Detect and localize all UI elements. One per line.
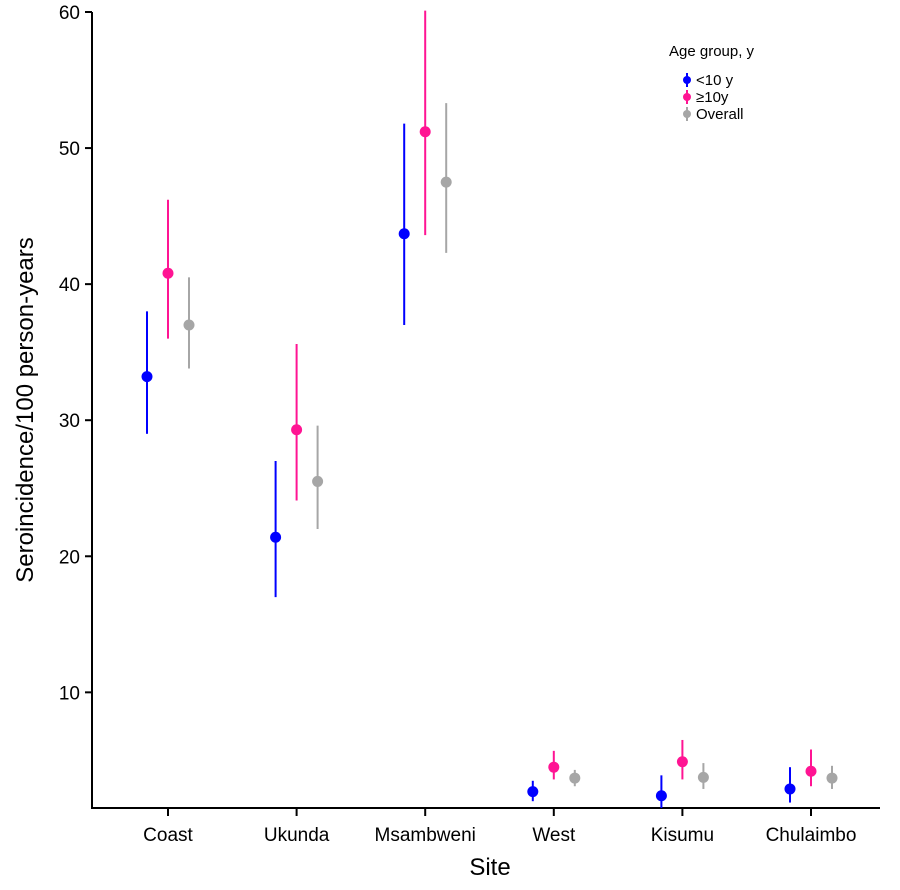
x-axis-label: Site [469, 854, 510, 881]
x-tick-label: West [532, 825, 576, 846]
data-point [419, 126, 431, 138]
legend-marker [683, 76, 691, 84]
data-point [784, 783, 796, 795]
data-point [826, 772, 838, 784]
data-point [183, 319, 195, 331]
legend-label: Overall [696, 106, 744, 123]
data-point [162, 267, 174, 279]
data-point [655, 790, 667, 802]
y-axis-label: Seroincidence/100 person-years [12, 237, 39, 583]
x-tick-label: Ukunda [264, 825, 330, 846]
legend-title: Age group, y [669, 43, 755, 60]
y-tick-label: 30 [59, 411, 80, 432]
y-tick-label: 50 [59, 139, 80, 160]
x-tick-label: Kisumu [651, 825, 714, 846]
data-point [676, 756, 688, 768]
data-point [270, 531, 282, 543]
data-point [291, 424, 303, 436]
y-tick-label: 20 [59, 547, 80, 568]
data-point [398, 228, 410, 240]
data-point [697, 771, 709, 783]
data-point [805, 765, 817, 777]
legend-marker [683, 93, 691, 101]
y-tick-label: 40 [59, 275, 80, 296]
data-point [141, 371, 153, 383]
x-tick-label: Coast [143, 825, 193, 846]
x-tick-label: Msambweni [375, 825, 476, 846]
y-tick-label: 60 [59, 3, 80, 24]
x-tick-label: Chulaimbo [766, 825, 857, 846]
data-point [312, 475, 324, 487]
legend-label: ≥10y [696, 89, 729, 106]
data-point [440, 176, 452, 188]
legend-label: <10 y [696, 72, 734, 89]
data-point [527, 786, 539, 798]
data-point [569, 772, 581, 784]
y-tick-label: 10 [59, 683, 80, 704]
legend-marker [683, 110, 691, 118]
data-point [548, 761, 560, 773]
